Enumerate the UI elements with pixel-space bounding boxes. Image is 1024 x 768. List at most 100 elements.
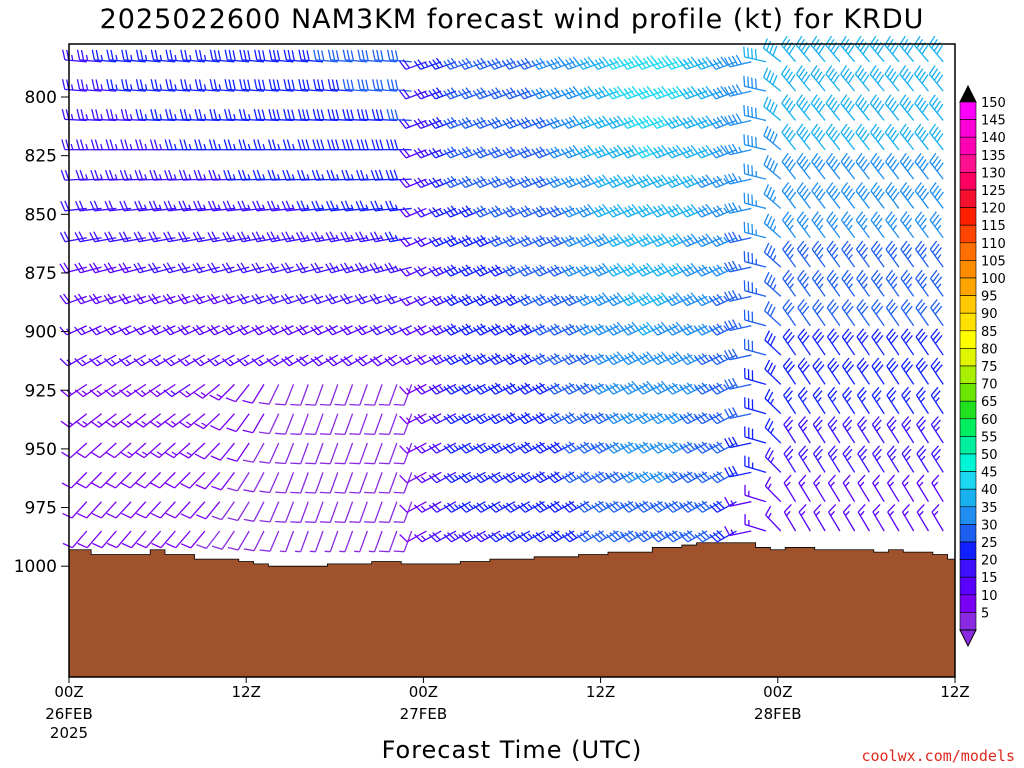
barb-feather	[494, 205, 503, 215]
barb-half-feather	[174, 54, 177, 61]
barb-feather	[299, 293, 307, 303]
barb-half-feather	[590, 443, 596, 449]
barb-shaft	[359, 472, 368, 494]
barb-feather	[889, 71, 897, 81]
barb-feather	[638, 147, 647, 157]
barb-feather	[167, 231, 173, 242]
barb-feather	[731, 436, 739, 447]
barb-feather	[930, 328, 939, 338]
barb-half-feather	[218, 84, 222, 91]
wind-barb	[61, 442, 88, 459]
barb-feather	[465, 264, 474, 274]
barb-feather	[875, 217, 883, 227]
barb-feather	[387, 356, 397, 365]
barb-feather	[701, 382, 710, 392]
barb-feather	[664, 119, 673, 129]
barb-shaft	[160, 530, 176, 549]
barb-half-feather	[787, 455, 793, 461]
barb-shaft	[929, 219, 944, 239]
barb-feather	[803, 74, 811, 84]
barb-feather	[350, 109, 355, 120]
wind-barb	[576, 233, 604, 248]
barb-feather	[635, 208, 643, 218]
wind-barb	[795, 65, 811, 92]
barb-feather	[458, 356, 467, 366]
barb-feather	[443, 326, 452, 336]
barb-half-feather	[320, 234, 325, 241]
barb-feather	[553, 500, 563, 509]
barb-shaft	[314, 384, 324, 406]
barb-feather	[709, 119, 717, 129]
barb-feather	[801, 247, 810, 257]
barb-shaft	[812, 453, 826, 473]
barb-feather	[553, 205, 562, 215]
wind-barb	[428, 206, 457, 218]
wind-barb	[796, 240, 811, 268]
barb-feather	[712, 206, 721, 216]
wind-barb	[149, 413, 176, 428]
barb-feather	[812, 328, 820, 338]
barb-feather	[535, 236, 544, 246]
barb-feather	[916, 503, 925, 513]
barb-feather	[535, 88, 543, 98]
barb-feather	[624, 266, 632, 275]
barb-shaft	[929, 248, 944, 268]
barb-feather	[870, 240, 879, 250]
wind-barb	[886, 386, 900, 415]
barb-shaft	[827, 482, 841, 503]
wind-barb	[694, 233, 722, 248]
barb-feather	[506, 502, 515, 511]
barb-feather	[679, 178, 688, 188]
barb-feather	[784, 185, 792, 195]
barb-feather	[892, 133, 900, 143]
wind-barb	[869, 35, 885, 63]
barb-feather	[379, 109, 384, 120]
barb-feather	[402, 88, 411, 98]
barb-feather	[149, 451, 160, 459]
barb-feather	[638, 384, 647, 393]
barb-feather	[887, 273, 896, 283]
barb-feather	[151, 324, 160, 334]
barb-half-feather	[216, 393, 223, 398]
barb-shaft	[145, 530, 162, 549]
wind-barb	[298, 49, 324, 63]
barb-feather	[380, 79, 384, 91]
barb-shaft	[157, 413, 176, 428]
barb-feather	[413, 386, 422, 395]
barb-half-feather	[605, 384, 610, 390]
barb-feather	[583, 353, 592, 362]
wind-barb	[840, 65, 856, 92]
barb-feather	[458, 445, 467, 454]
barb-feather	[267, 169, 273, 181]
barb-feather	[476, 354, 485, 364]
barb-feather	[568, 530, 578, 539]
barb-feather	[251, 326, 260, 336]
barb-feather	[886, 357, 894, 367]
barb-feather	[334, 521, 346, 524]
barb-feather	[517, 149, 525, 159]
wind-barb	[319, 472, 339, 494]
barb-feather	[686, 293, 695, 303]
barb-feather	[236, 263, 244, 274]
wind-barb	[428, 116, 457, 130]
barb-feather	[576, 534, 585, 543]
barb-feather	[432, 59, 440, 69]
wind-barb	[780, 35, 797, 63]
barb-feather	[709, 208, 717, 218]
barb-feather	[605, 238, 614, 247]
barb-feather	[886, 416, 895, 425]
barb-feather	[78, 262, 85, 273]
barb-feather	[476, 502, 485, 511]
barb-feather	[905, 276, 913, 286]
wind-barb	[385, 200, 412, 212]
barb-feather	[506, 118, 514, 128]
barb-feather	[458, 297, 466, 307]
barb-feather	[887, 503, 896, 513]
wind-barb	[275, 413, 295, 435]
barb-feather	[402, 59, 411, 69]
barb-half-feather	[203, 54, 207, 61]
barb-feather	[764, 418, 771, 428]
barb-feather	[399, 386, 408, 395]
barb-shaft	[870, 219, 885, 239]
x-tick-year: 2025	[50, 724, 88, 742]
